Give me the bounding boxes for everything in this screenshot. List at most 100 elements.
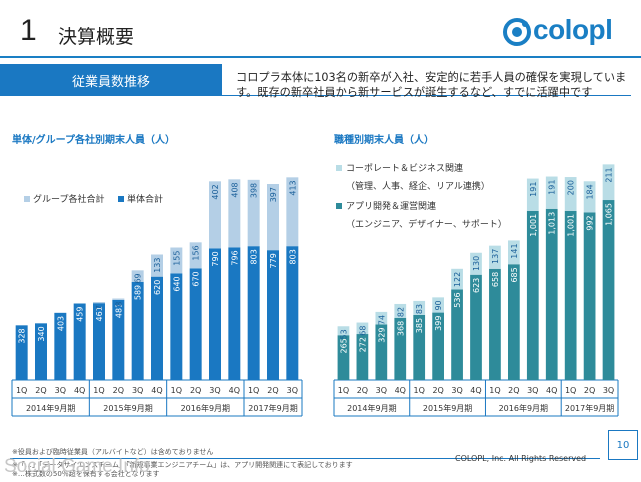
data-label: 211	[605, 167, 614, 182]
data-label: 74	[377, 315, 386, 325]
data-label: 685	[510, 267, 519, 282]
bar-secondary	[131, 270, 144, 282]
bar-primary	[228, 247, 241, 380]
x-tick-label: 1Q	[489, 386, 500, 395]
bar-primary	[394, 317, 407, 380]
data-label: 623	[472, 278, 481, 293]
section-number: 1	[20, 14, 37, 47]
bar-secondary	[375, 311, 388, 325]
bar-primary	[267, 250, 279, 380]
data-label: 69	[134, 273, 143, 283]
page-title: 決算概要	[58, 26, 135, 48]
footnote-2: ※「…」「データサイエンスチーム」「新規事業エンジニアチーム」は、アプリ開発関連…	[12, 461, 353, 469]
bar-secondary	[489, 245, 501, 269]
data-label: 328	[18, 328, 27, 343]
data-label: 620	[153, 280, 162, 295]
bar-primary	[35, 323, 47, 380]
bar-secondary	[151, 254, 163, 277]
bar-primary	[356, 334, 369, 380]
data-label: 141	[510, 243, 519, 258]
data-label: 589	[134, 285, 143, 300]
bar-primary	[131, 281, 144, 380]
legend-swatch-app	[336, 203, 342, 209]
data-label: 200	[567, 180, 576, 195]
x-tick-label: 3Q	[287, 386, 298, 395]
data-label: 670	[192, 271, 201, 286]
legend-label-corporate: コーポレート＆ビジネス関連	[346, 162, 463, 174]
data-label: 7	[95, 305, 104, 310]
bar-secondary	[470, 252, 482, 275]
bar-secondary	[356, 322, 369, 335]
bar-primary	[583, 212, 596, 380]
banner-label: 従業員数推移	[71, 74, 150, 90]
legend-label-single: 単体合計	[127, 193, 163, 205]
x-tick-label: 3Q	[451, 386, 462, 395]
year-group-label: 2015年9月期	[423, 403, 472, 413]
data-label: 130	[472, 256, 481, 271]
data-label: 398	[250, 183, 259, 198]
copyright: COLOPL, Inc. All Rights Reserved	[455, 454, 587, 463]
x-tick-label: 4Q	[151, 386, 162, 395]
data-label: 184	[586, 184, 595, 199]
bar-secondary	[228, 179, 241, 248]
colopl-logo: colopl	[503, 14, 628, 50]
data-label: 536	[453, 292, 462, 307]
legend-detail-corporate: （管理、人事、経企、リアル連携）	[346, 180, 490, 192]
x-tick-label: 4Q	[546, 386, 557, 395]
bar-primary	[602, 200, 615, 380]
data-label: 68	[358, 326, 367, 336]
bar-primary	[15, 325, 28, 380]
data-label: 191	[529, 182, 538, 197]
x-tick-label: 2Q	[267, 386, 278, 395]
data-label: 1,065	[605, 203, 614, 226]
x-tick-label: 1Q	[338, 386, 349, 395]
x-tick-label: 4Q	[395, 386, 406, 395]
year-group-label: 2016年9月期	[181, 403, 230, 413]
data-label: 53	[339, 329, 348, 339]
bar-primary	[375, 324, 388, 380]
logo-text: colopl	[533, 14, 613, 45]
data-label: 399	[434, 316, 443, 331]
bar-primary	[526, 210, 539, 380]
data-label: 779	[269, 253, 278, 268]
data-label: 796	[230, 250, 239, 265]
section-banner: 従業員数推移	[0, 64, 222, 96]
data-label: 155	[172, 251, 181, 266]
summary-text: コロプラ本体に103名の新卒が入社、安定的に若手人員の確保を実現しています。既存…	[236, 71, 627, 99]
legend-swatch-group	[24, 196, 30, 202]
x-tick-label: 4Q	[74, 386, 85, 395]
bar-secondary	[286, 177, 299, 247]
x-tick-label: 3Q	[527, 386, 538, 395]
bar-secondary	[267, 184, 279, 251]
bar-secondary	[247, 179, 260, 247]
x-tick-label: 3Q	[603, 386, 614, 395]
bar-secondary	[583, 181, 596, 213]
year-group-label: 2016年9月期	[499, 403, 548, 413]
x-tick-label: 1Q	[565, 386, 576, 395]
legend-label-group: グループ各社合計	[33, 193, 104, 205]
bar-primary	[93, 303, 105, 380]
legend-label-app: アプリ開発＆運営関連	[346, 200, 436, 212]
bar-secondary	[526, 178, 539, 211]
data-label: 1,001	[529, 214, 538, 237]
bar-primary	[337, 335, 350, 380]
bar-secondary	[564, 177, 577, 211]
x-tick-label: 1Q	[414, 386, 425, 395]
bar-primary	[170, 273, 183, 380]
x-tick-label: 2Q	[190, 386, 201, 395]
bar-secondary	[545, 176, 558, 209]
chart1-title: 単体/グループ各社別期末人員（人）	[12, 135, 176, 146]
bar-secondary	[413, 300, 426, 315]
year-group-label: 2017年9月期	[248, 403, 297, 413]
data-label: 1,013	[548, 212, 557, 235]
logo-mark-icon	[503, 18, 531, 46]
bar-secondary	[507, 240, 520, 265]
data-label: 368	[396, 321, 405, 336]
data-label: 340	[37, 326, 46, 341]
data-label: 122	[453, 272, 462, 287]
footnote-1: ※役員および臨時従業員（アルバイトなど）は含めておりません	[12, 448, 214, 456]
bar-primary	[451, 289, 463, 380]
bar-primary	[189, 268, 202, 380]
page-number: 10	[608, 430, 638, 460]
